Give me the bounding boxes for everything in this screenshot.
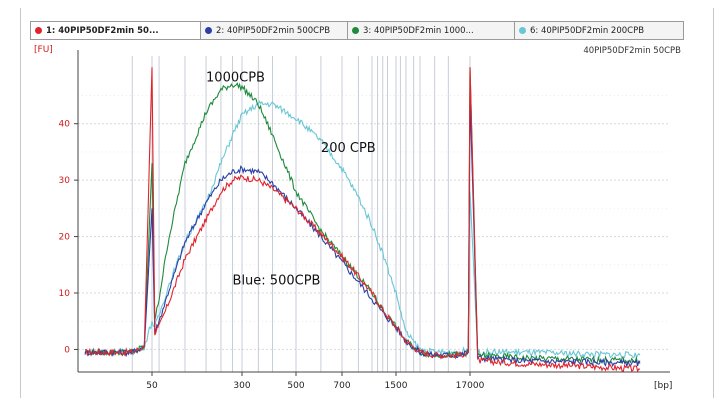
tab-sample-2-label: 2: 40PIP50DF2min 500CPB: [216, 25, 331, 36]
tab-sample-1[interactable]: 1: 40PIP50DF2min 50...: [31, 22, 201, 39]
annotation-label: Blue: 500CPB: [233, 274, 321, 289]
sample-3-color-dot-icon: [352, 27, 359, 34]
sample-tabs: 1: 40PIP50DF2min 50... 2: 40PIP50DF2min …: [30, 21, 684, 40]
x-tick-label: 17000: [456, 381, 485, 391]
annotation-label: 200 CPB: [321, 141, 376, 156]
sample-6-color-dot-icon: [519, 27, 526, 34]
x-axis-label: [bp]: [654, 381, 672, 391]
tab-sample-3[interactable]: 3: 40PIP50DF2min 1000...: [348, 22, 515, 39]
tab-sample-3-label: 3: 40PIP50DF2min 1000...: [363, 25, 474, 36]
y-tick-label: 40: [59, 120, 71, 130]
y-tick-label: 10: [59, 289, 71, 299]
grid: [78, 56, 670, 372]
x-tick-label: 500: [287, 381, 304, 391]
x-tick-label: 1500: [385, 381, 408, 391]
x-tick-label: 700: [333, 381, 350, 391]
y-tick-label: 0: [64, 345, 70, 355]
series-line-2: [84, 95, 641, 369]
y-tick-label: 20: [59, 233, 71, 243]
y-tick-label: 30: [59, 176, 71, 186]
series-line-3: [84, 67, 641, 365]
chart-frame: [20, 8, 714, 398]
tab-sample-6-label: 6: 40PIP50DF2min 200CPB: [530, 25, 645, 36]
y-ticks: 0 10 20 30 40: [59, 120, 78, 355]
x-tick-label: 50: [146, 381, 158, 391]
x-tick-label: 300: [233, 381, 250, 391]
y-axis-label: [FU]: [34, 45, 53, 55]
annotations: 1000CPB 200 CPB Blue: 500CPB: [206, 70, 376, 288]
tab-sample-6[interactable]: 6: 40PIP50DF2min 200CPB: [515, 22, 683, 39]
chart-title: 40PIP50DF2min 50CPB: [583, 46, 681, 56]
series-lines: [84, 67, 641, 373]
series-line-4: [84, 100, 641, 360]
annotation-label: 1000CPB: [206, 70, 265, 85]
tab-sample-2[interactable]: 2: 40PIP50DF2min 500CPB: [201, 22, 348, 39]
tab-sample-1-label: 1: 40PIP50DF2min 50...: [46, 25, 159, 36]
x-ticks: 50 300 500 700 1500 17000: [146, 372, 485, 391]
sample-2-color-dot-icon: [205, 27, 212, 34]
series-line-1: [84, 67, 641, 373]
sample-1-color-dot-icon: [35, 27, 42, 34]
